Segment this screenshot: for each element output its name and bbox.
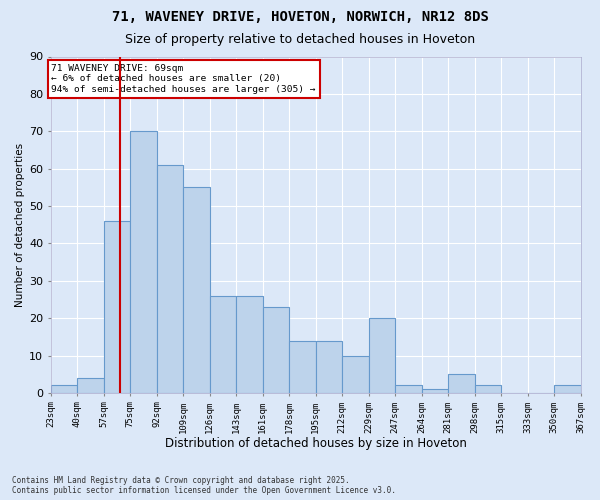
Bar bbox=[422, 389, 448, 393]
Bar bbox=[395, 386, 422, 393]
Bar bbox=[342, 356, 368, 393]
Text: Contains HM Land Registry data © Crown copyright and database right 2025.
Contai: Contains HM Land Registry data © Crown c… bbox=[12, 476, 396, 495]
Bar bbox=[289, 340, 316, 393]
Bar bbox=[157, 165, 184, 393]
Text: 71 WAVENEY DRIVE: 69sqm
← 6% of detached houses are smaller (20)
94% of semi-det: 71 WAVENEY DRIVE: 69sqm ← 6% of detached… bbox=[52, 64, 316, 94]
Bar bbox=[184, 188, 210, 393]
Text: Size of property relative to detached houses in Hoveton: Size of property relative to detached ho… bbox=[125, 32, 475, 46]
Bar bbox=[475, 386, 501, 393]
Bar bbox=[554, 386, 581, 393]
Bar bbox=[77, 378, 104, 393]
Bar bbox=[210, 296, 236, 393]
Bar bbox=[104, 221, 130, 393]
Bar bbox=[51, 386, 77, 393]
X-axis label: Distribution of detached houses by size in Hoveton: Distribution of detached houses by size … bbox=[165, 437, 467, 450]
Bar bbox=[236, 296, 263, 393]
Bar bbox=[448, 374, 475, 393]
Bar bbox=[368, 318, 395, 393]
Bar bbox=[263, 307, 289, 393]
Text: 71, WAVENEY DRIVE, HOVETON, NORWICH, NR12 8DS: 71, WAVENEY DRIVE, HOVETON, NORWICH, NR1… bbox=[112, 10, 488, 24]
Bar bbox=[316, 340, 342, 393]
Y-axis label: Number of detached properties: Number of detached properties bbox=[15, 142, 25, 307]
Bar bbox=[130, 132, 157, 393]
